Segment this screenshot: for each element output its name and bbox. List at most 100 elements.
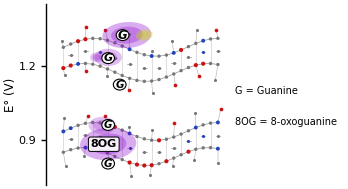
- Point: [128, 174, 134, 177]
- Point: [127, 132, 132, 135]
- Point: [97, 51, 103, 54]
- Point: [215, 50, 221, 53]
- Point: [215, 63, 221, 66]
- Point: [149, 164, 155, 167]
- Point: [194, 28, 200, 31]
- Point: [215, 134, 221, 137]
- Ellipse shape: [93, 120, 111, 131]
- Point: [191, 158, 197, 161]
- Point: [134, 163, 140, 166]
- Point: [104, 74, 110, 77]
- Point: [171, 62, 176, 65]
- Point: [142, 80, 147, 83]
- Point: [156, 55, 162, 58]
- Point: [119, 74, 125, 77]
- Point: [149, 54, 155, 57]
- Point: [193, 148, 199, 151]
- Point: [193, 64, 199, 67]
- Point: [170, 164, 175, 167]
- Point: [68, 64, 73, 67]
- Point: [171, 72, 176, 75]
- Point: [62, 73, 67, 76]
- Point: [172, 83, 178, 86]
- Point: [68, 137, 73, 140]
- Ellipse shape: [139, 31, 150, 39]
- Point: [75, 40, 81, 43]
- Point: [149, 139, 155, 142]
- Point: [171, 157, 176, 160]
- Text: 8OG: 8OG: [91, 139, 117, 149]
- Point: [147, 173, 152, 176]
- Point: [97, 37, 103, 40]
- Point: [75, 62, 81, 65]
- Ellipse shape: [90, 133, 126, 154]
- Point: [193, 111, 198, 114]
- Point: [63, 165, 69, 168]
- Point: [83, 122, 88, 125]
- Point: [83, 62, 88, 65]
- Point: [186, 45, 191, 48]
- Ellipse shape: [90, 52, 103, 62]
- Text: G: G: [104, 120, 112, 130]
- Point: [208, 37, 213, 40]
- Point: [164, 76, 169, 79]
- Point: [83, 146, 88, 149]
- Point: [186, 150, 191, 153]
- Point: [196, 74, 201, 77]
- Point: [215, 121, 221, 124]
- Point: [200, 123, 206, 126]
- Y-axis label: E° (V): E° (V): [4, 77, 17, 112]
- Point: [68, 53, 73, 56]
- Point: [105, 152, 110, 155]
- Point: [59, 39, 65, 42]
- Point: [178, 48, 184, 51]
- Point: [127, 77, 132, 80]
- Point: [208, 146, 213, 149]
- Circle shape: [102, 53, 114, 64]
- Point: [156, 139, 162, 142]
- Circle shape: [102, 158, 114, 169]
- Point: [107, 160, 113, 163]
- Point: [193, 42, 199, 45]
- Point: [142, 53, 147, 56]
- Point: [213, 78, 218, 81]
- Point: [112, 125, 118, 129]
- Point: [61, 130, 66, 133]
- Point: [81, 155, 87, 158]
- Point: [105, 67, 110, 70]
- Circle shape: [113, 79, 126, 90]
- Circle shape: [116, 30, 129, 41]
- Point: [61, 151, 66, 154]
- Point: [142, 164, 147, 167]
- Point: [178, 132, 184, 136]
- Point: [149, 80, 155, 83]
- Point: [119, 44, 125, 47]
- Point: [112, 140, 118, 143]
- Point: [164, 160, 169, 163]
- Point: [119, 158, 125, 161]
- Point: [156, 150, 162, 153]
- Text: 8OG = 8-oxoguanine: 8OG = 8-oxoguanine: [235, 117, 337, 127]
- Point: [142, 137, 147, 140]
- Point: [68, 43, 73, 46]
- Point: [208, 122, 213, 125]
- Point: [68, 127, 73, 130]
- Point: [90, 63, 96, 66]
- Point: [134, 51, 140, 54]
- Text: G: G: [118, 29, 127, 42]
- Point: [193, 126, 199, 129]
- Point: [215, 162, 221, 165]
- Point: [83, 38, 88, 41]
- Ellipse shape: [94, 49, 122, 66]
- Point: [208, 62, 213, 65]
- Point: [61, 46, 66, 49]
- Point: [112, 71, 118, 74]
- Ellipse shape: [102, 22, 151, 48]
- Point: [97, 149, 103, 152]
- Ellipse shape: [89, 117, 116, 134]
- Point: [127, 146, 132, 149]
- Point: [200, 51, 206, 54]
- Point: [186, 129, 191, 132]
- Point: [169, 39, 175, 42]
- Point: [214, 29, 219, 32]
